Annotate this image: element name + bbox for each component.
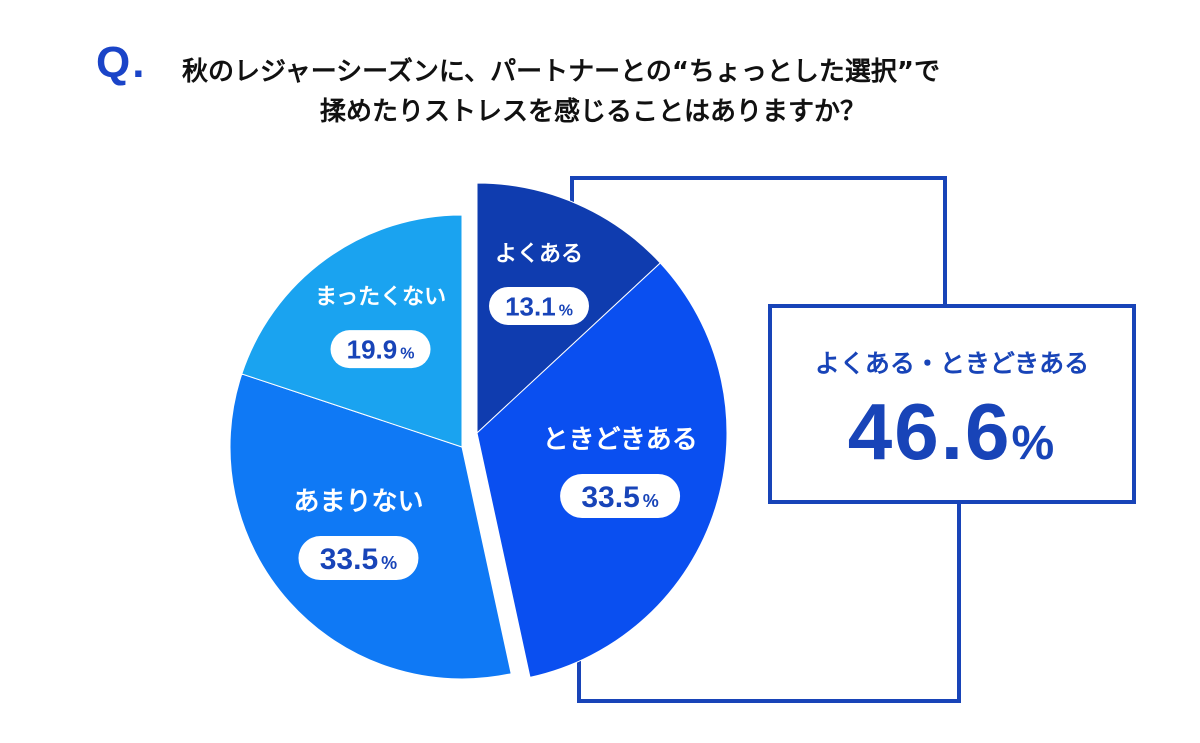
question-text: 秋のレジャーシーズンに、パートナーとの“ちょっとした選択”で 揉めたりストレスを…: [182, 52, 1142, 132]
slice-1-value: 13.1%: [505, 291, 573, 321]
summary-value: 46.6%: [772, 386, 1132, 478]
slice-4-value: 19.9%: [347, 334, 415, 364]
summary-box: よくある・ときどきある 46.6%: [768, 304, 1136, 504]
summary-label: よくある・ときどきある: [814, 349, 1090, 378]
question-mark: Q.: [96, 38, 147, 87]
slice-2-value: 33.5%: [581, 481, 658, 514]
slice-2-value-pill: [560, 474, 681, 519]
slice-1-label: よくある: [495, 242, 583, 267]
slice-2-label: ときどきある: [542, 425, 697, 455]
bracket-bottom: [577, 504, 961, 703]
summary-number: 46.6: [847, 387, 1012, 476]
slice-4-value-pill: [330, 330, 431, 369]
summary-unit: %: [1011, 417, 1057, 470]
slice-4-label: まったくない: [315, 285, 446, 310]
pie-labels: よくある 13.1 % ときどきある 33.5 % あまりない 33.5 % まったくない 19.9…: [293, 242, 698, 581]
slice-1-value-pill: [489, 286, 590, 325]
question-line-2: 揉めたりストレスを感じることはありますか？: [320, 97, 867, 127]
slice-3-value-pill: [298, 536, 419, 581]
slice-3-label: あまりない: [293, 487, 423, 517]
slice-3-value: 33.5%: [320, 543, 397, 576]
slice-2-wedge: [476, 262, 728, 678]
slice-3-wedge: [229, 373, 512, 680]
question-line-1: 秋のレジャーシーズンに、パートナーとの“ちょっとした選択”で: [182, 57, 941, 87]
